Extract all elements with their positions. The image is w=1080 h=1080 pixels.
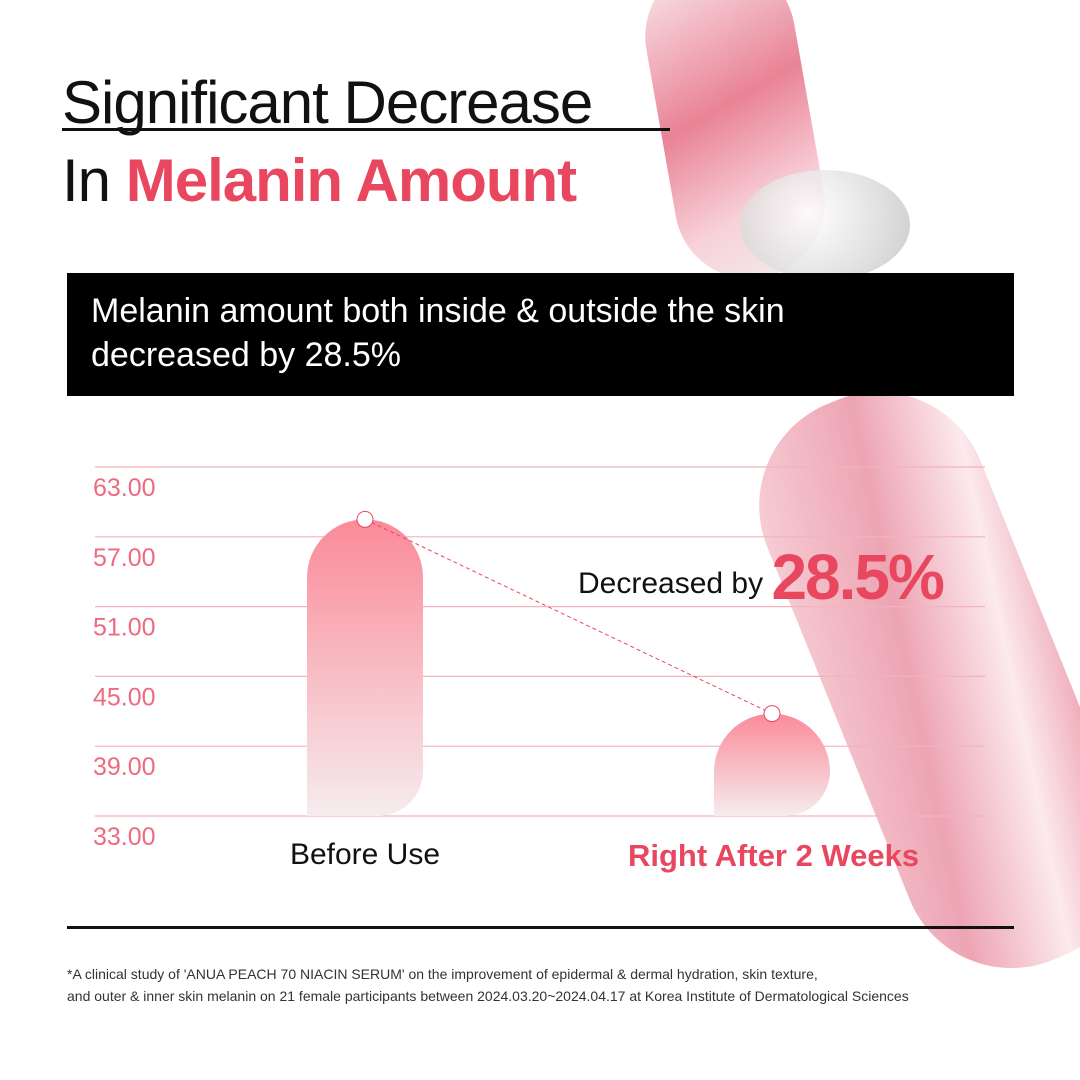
- subtitle-plain: In: [62, 147, 126, 214]
- bar-after-2-weeks: [714, 713, 830, 816]
- y-tick-label: 33.00: [93, 823, 156, 851]
- y-tick-label: 57.00: [93, 544, 156, 572]
- trend-line: [364, 518, 773, 715]
- callout-prefix: Decreased by: [578, 567, 772, 600]
- banner-line-2: decreased by 28.5%: [91, 336, 401, 374]
- callout-value: 28.5%: [771, 541, 944, 613]
- x-label-after-2-weeks: Right After 2 Weeks: [628, 838, 920, 873]
- footnote-line-2: and outer & inner skin melanin on 21 fem…: [67, 988, 909, 1004]
- banner-line-1: Melanin amount both inside & outside the…: [91, 292, 785, 330]
- y-tick-label: 39.00: [93, 753, 156, 781]
- footnote-line-1: *A clinical study of 'ANUA PEACH 70 NIAC…: [67, 966, 818, 982]
- data-point-marker: [763, 705, 781, 723]
- page-subtitle: In Melanin Amount: [62, 146, 577, 215]
- data-point-marker: [356, 510, 374, 528]
- divider: [67, 926, 1014, 929]
- bar-before-use: [307, 519, 423, 816]
- summary-banner: Melanin amount both inside & outside the…: [67, 273, 1014, 396]
- y-tick-label: 45.00: [93, 683, 156, 711]
- footnote: *A clinical study of 'ANUA PEACH 70 NIAC…: [67, 963, 909, 1007]
- title-underline: [62, 128, 670, 131]
- decrease-callout: Decreased by 28.5%: [578, 540, 945, 614]
- y-tick-label: 63.00: [93, 474, 156, 502]
- x-label-before-use: Before Use: [289, 838, 441, 871]
- subtitle-accent: Melanin Amount: [125, 147, 577, 214]
- page-title: Significant Decrease: [62, 69, 593, 136]
- serum-bubble-image: [740, 170, 910, 280]
- y-tick-label: 51.00: [93, 614, 156, 642]
